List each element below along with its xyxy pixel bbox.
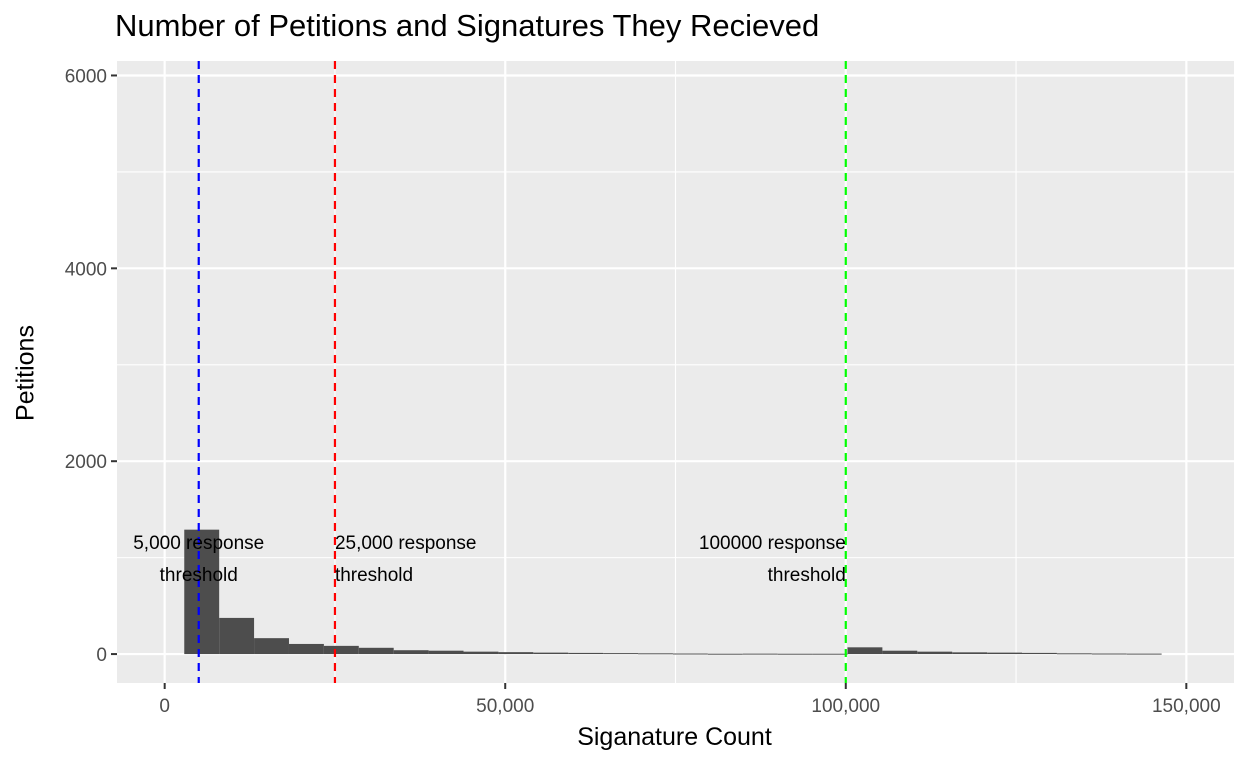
x-tick-label: 50,000 — [476, 696, 534, 717]
histogram-bar — [603, 653, 639, 655]
histogram-bar — [323, 645, 359, 655]
histogram-bar — [1091, 653, 1127, 655]
histogram-bar — [952, 652, 988, 655]
histogram-bar — [777, 653, 813, 655]
x-tick-label: 150,000 — [1152, 696, 1221, 717]
threshold-annotation: threshold — [768, 565, 846, 586]
histogram-bar — [184, 529, 220, 655]
histogram-bar — [917, 651, 953, 655]
threshold-annotation: 5,000 response — [133, 533, 264, 554]
histogram-bar — [812, 653, 848, 655]
threshold-annotation: 100000 response — [699, 533, 846, 554]
histogram-bar — [707, 653, 743, 655]
histogram-bar — [847, 647, 883, 655]
histogram-bar — [533, 652, 569, 655]
y-tick-label: 4000 — [65, 259, 107, 280]
histogram-bar — [219, 617, 255, 655]
x-tick-label: 0 — [159, 696, 170, 717]
histogram-bar — [1126, 653, 1162, 655]
threshold-annotation: 25,000 response — [335, 533, 477, 554]
histogram-bar — [1056, 653, 1092, 655]
threshold-annotation: threshold — [160, 565, 238, 586]
y-axis-label: Petitions — [11, 325, 40, 421]
histogram-bar — [568, 652, 604, 655]
histogram-bar — [672, 653, 708, 655]
histogram-bar — [288, 643, 324, 655]
y-tick-label: 2000 — [65, 452, 107, 473]
histogram-bar — [987, 652, 1023, 655]
histogram-bar — [498, 652, 534, 655]
histogram-bar — [882, 650, 918, 655]
histogram-bar — [254, 638, 289, 655]
x-axis-label: Siganature Count — [577, 723, 772, 751]
y-tick-label: 6000 — [65, 66, 107, 87]
histogram-bar — [1022, 652, 1057, 655]
histogram-bar — [428, 650, 464, 655]
y-tick-label: 0 — [96, 645, 107, 666]
histogram-bar — [463, 651, 499, 655]
x-tick-label: 100,000 — [811, 696, 880, 717]
histogram-bar — [358, 647, 394, 655]
chart-title: Number of Petitions and Signatures They … — [115, 8, 820, 43]
histogram-bar — [638, 653, 673, 655]
threshold-annotation: threshold — [335, 565, 413, 586]
histogram-bar — [742, 653, 778, 655]
histogram-bar — [393, 650, 429, 655]
